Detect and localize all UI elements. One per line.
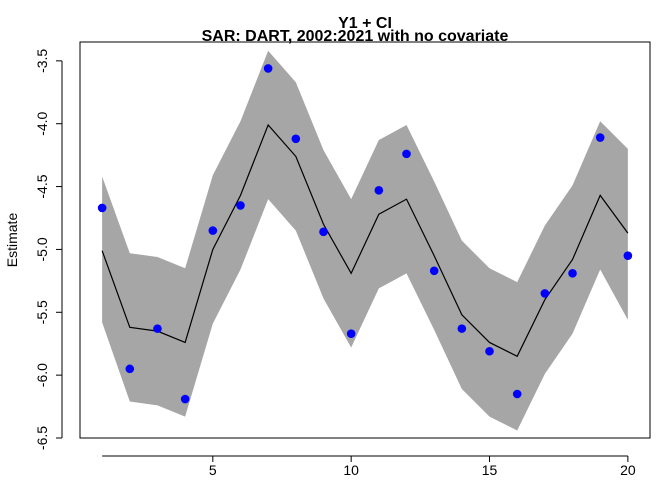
data-point — [180, 394, 190, 404]
x-axis: 5 10 15 20 — [102, 455, 636, 478]
data-point — [236, 201, 245, 210]
data-point — [346, 329, 356, 338]
fit-line — [101, 123, 629, 358]
data-point — [568, 269, 577, 278]
y-axis-label: Estimate — [4, 213, 20, 268]
y-tick-label: -4.0 — [34, 111, 50, 135]
data-point — [291, 134, 301, 144]
y-tick-label: -6.5 — [34, 426, 50, 450]
x-tick-label: 5 — [209, 462, 217, 478]
y-tick-label: -6.0 — [34, 363, 50, 387]
plot-frame — [79, 41, 651, 439]
data-point — [429, 266, 439, 276]
data-point — [595, 133, 605, 142]
data-point — [153, 324, 162, 333]
data-point — [208, 226, 218, 235]
y-tick-label: -4.5 — [34, 174, 50, 198]
observed-points-layer — [97, 64, 633, 404]
data-point — [512, 389, 522, 399]
data-point — [540, 289, 550, 298]
data-point — [623, 251, 633, 261]
data-point — [457, 324, 467, 333]
data-point — [263, 64, 273, 73]
y-axis: -3.5 -4.0 -4.5 -5.0 -5.5 -6.0 -6.5 — [34, 49, 63, 450]
y-tick-label: -5.0 — [34, 237, 50, 261]
data-point — [97, 203, 107, 213]
x-tick-label: 20 — [620, 462, 636, 478]
chart-subtitle: SAR: DART, 2002:2021 with no covariate — [202, 28, 509, 45]
data-point — [319, 227, 328, 237]
data-point — [125, 364, 135, 374]
data-point — [402, 149, 411, 159]
x-tick-label: 15 — [482, 462, 498, 478]
chart-title: Y1 + CI — [338, 15, 392, 32]
confidence-band — [102, 50, 628, 431]
x-tick-label: 10 — [343, 462, 359, 478]
y-tick-label: -5.5 — [34, 300, 50, 324]
data-point — [374, 186, 384, 195]
y-tick-label: -3.5 — [34, 49, 50, 73]
confidence-band-layer — [102, 50, 628, 431]
fit-line-layer — [101, 123, 629, 358]
data-point — [485, 346, 494, 356]
